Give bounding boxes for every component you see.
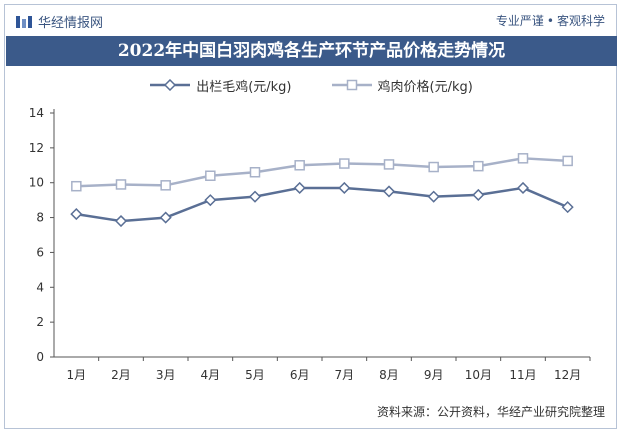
series-line-1: [76, 186, 569, 223]
source-note: 资料来源：公开资料，华经产业研究院整理: [376, 405, 605, 419]
series-2-point: [562, 155, 573, 167]
y-tick-label: 10: [29, 176, 44, 190]
y-tick-label: 4: [36, 280, 44, 294]
series-2-point: [428, 161, 439, 173]
y-tick-label: 8: [36, 211, 44, 225]
brand-name: 华经情报网: [38, 16, 104, 31]
y-tick-label: 0: [36, 350, 44, 364]
series-1-point: [338, 181, 351, 195]
series-line-2: [76, 157, 568, 188]
series-1-point: [427, 190, 440, 203]
brand: 华经情报网: [16, 12, 103, 31]
series-2-point: [115, 179, 127, 190]
series-1-point: [114, 214, 128, 228]
chart-title: 2022年中国白羽肉鸡各生产环节产品价格走势情况: [6, 36, 617, 66]
series-2-point: [294, 160, 305, 171]
y-tick-label: 14: [29, 106, 44, 120]
x-tick-label: 4月: [201, 368, 221, 382]
series-2-point: [205, 170, 216, 181]
series-2-point: [71, 180, 82, 192]
legend-square-marker-icon: [331, 79, 372, 91]
legend: 出栏毛鸡(元/kg) 鸡肉价格(元/kg): [0, 74, 623, 96]
series-2-point: [473, 160, 484, 172]
series-1-point: [382, 185, 396, 198]
legend-item-series-1: 出栏毛鸡(元/kg): [150, 74, 292, 96]
legend-label-series-1: 出栏毛鸡(元/kg): [196, 79, 292, 95]
slogan-right: 客观科学: [556, 14, 605, 28]
series-1-point: [472, 188, 485, 201]
y-tick-label: 2: [36, 315, 44, 329]
series-1-point: [293, 181, 306, 195]
x-tick-label: 8月: [379, 368, 399, 382]
series-2-point: [160, 180, 171, 191]
series-1-point: [70, 208, 83, 221]
legend-item-series-2: 鸡肉价格(元/kg): [331, 74, 473, 96]
y-tick-label: 12: [29, 141, 44, 155]
x-tick-label: 11月: [509, 368, 536, 382]
x-tick-label: 7月: [335, 368, 355, 382]
slogan-separator: •: [546, 14, 554, 28]
header-bar: 华经情报网 专业严谨 • 客观科学: [6, 6, 617, 34]
series-1-point: [561, 201, 574, 214]
legend-diamond-marker-icon: [150, 79, 191, 91]
x-tick-label: 2月: [111, 368, 131, 382]
slogan: 专业严谨 • 客观科学: [496, 12, 605, 29]
series-1-point: [204, 194, 217, 207]
x-tick-label: 1月: [67, 368, 87, 382]
legend-label-series-2: 鸡肉价格(元/kg): [377, 79, 473, 95]
x-tick-label: 6月: [290, 368, 310, 382]
brand-logo-icon: [16, 15, 32, 28]
x-tick-label: 10月: [465, 368, 492, 382]
series-2-point: [339, 158, 350, 169]
x-tick-label: 12月: [554, 368, 581, 382]
series-1-point: [248, 190, 262, 203]
series-2-point: [383, 159, 395, 170]
series-2-point: [517, 153, 529, 164]
chart-frame: [4, 4, 617, 429]
x-tick-label: 5月: [245, 368, 265, 382]
slogan-left: 专业严谨: [495, 14, 544, 28]
series-1-point: [516, 181, 530, 195]
x-tick-label: 3月: [156, 368, 176, 382]
x-tick-label: 9月: [424, 368, 444, 382]
series-1-point: [159, 211, 172, 224]
series-2-point: [249, 167, 261, 178]
y-tick-label: 6: [36, 245, 44, 259]
